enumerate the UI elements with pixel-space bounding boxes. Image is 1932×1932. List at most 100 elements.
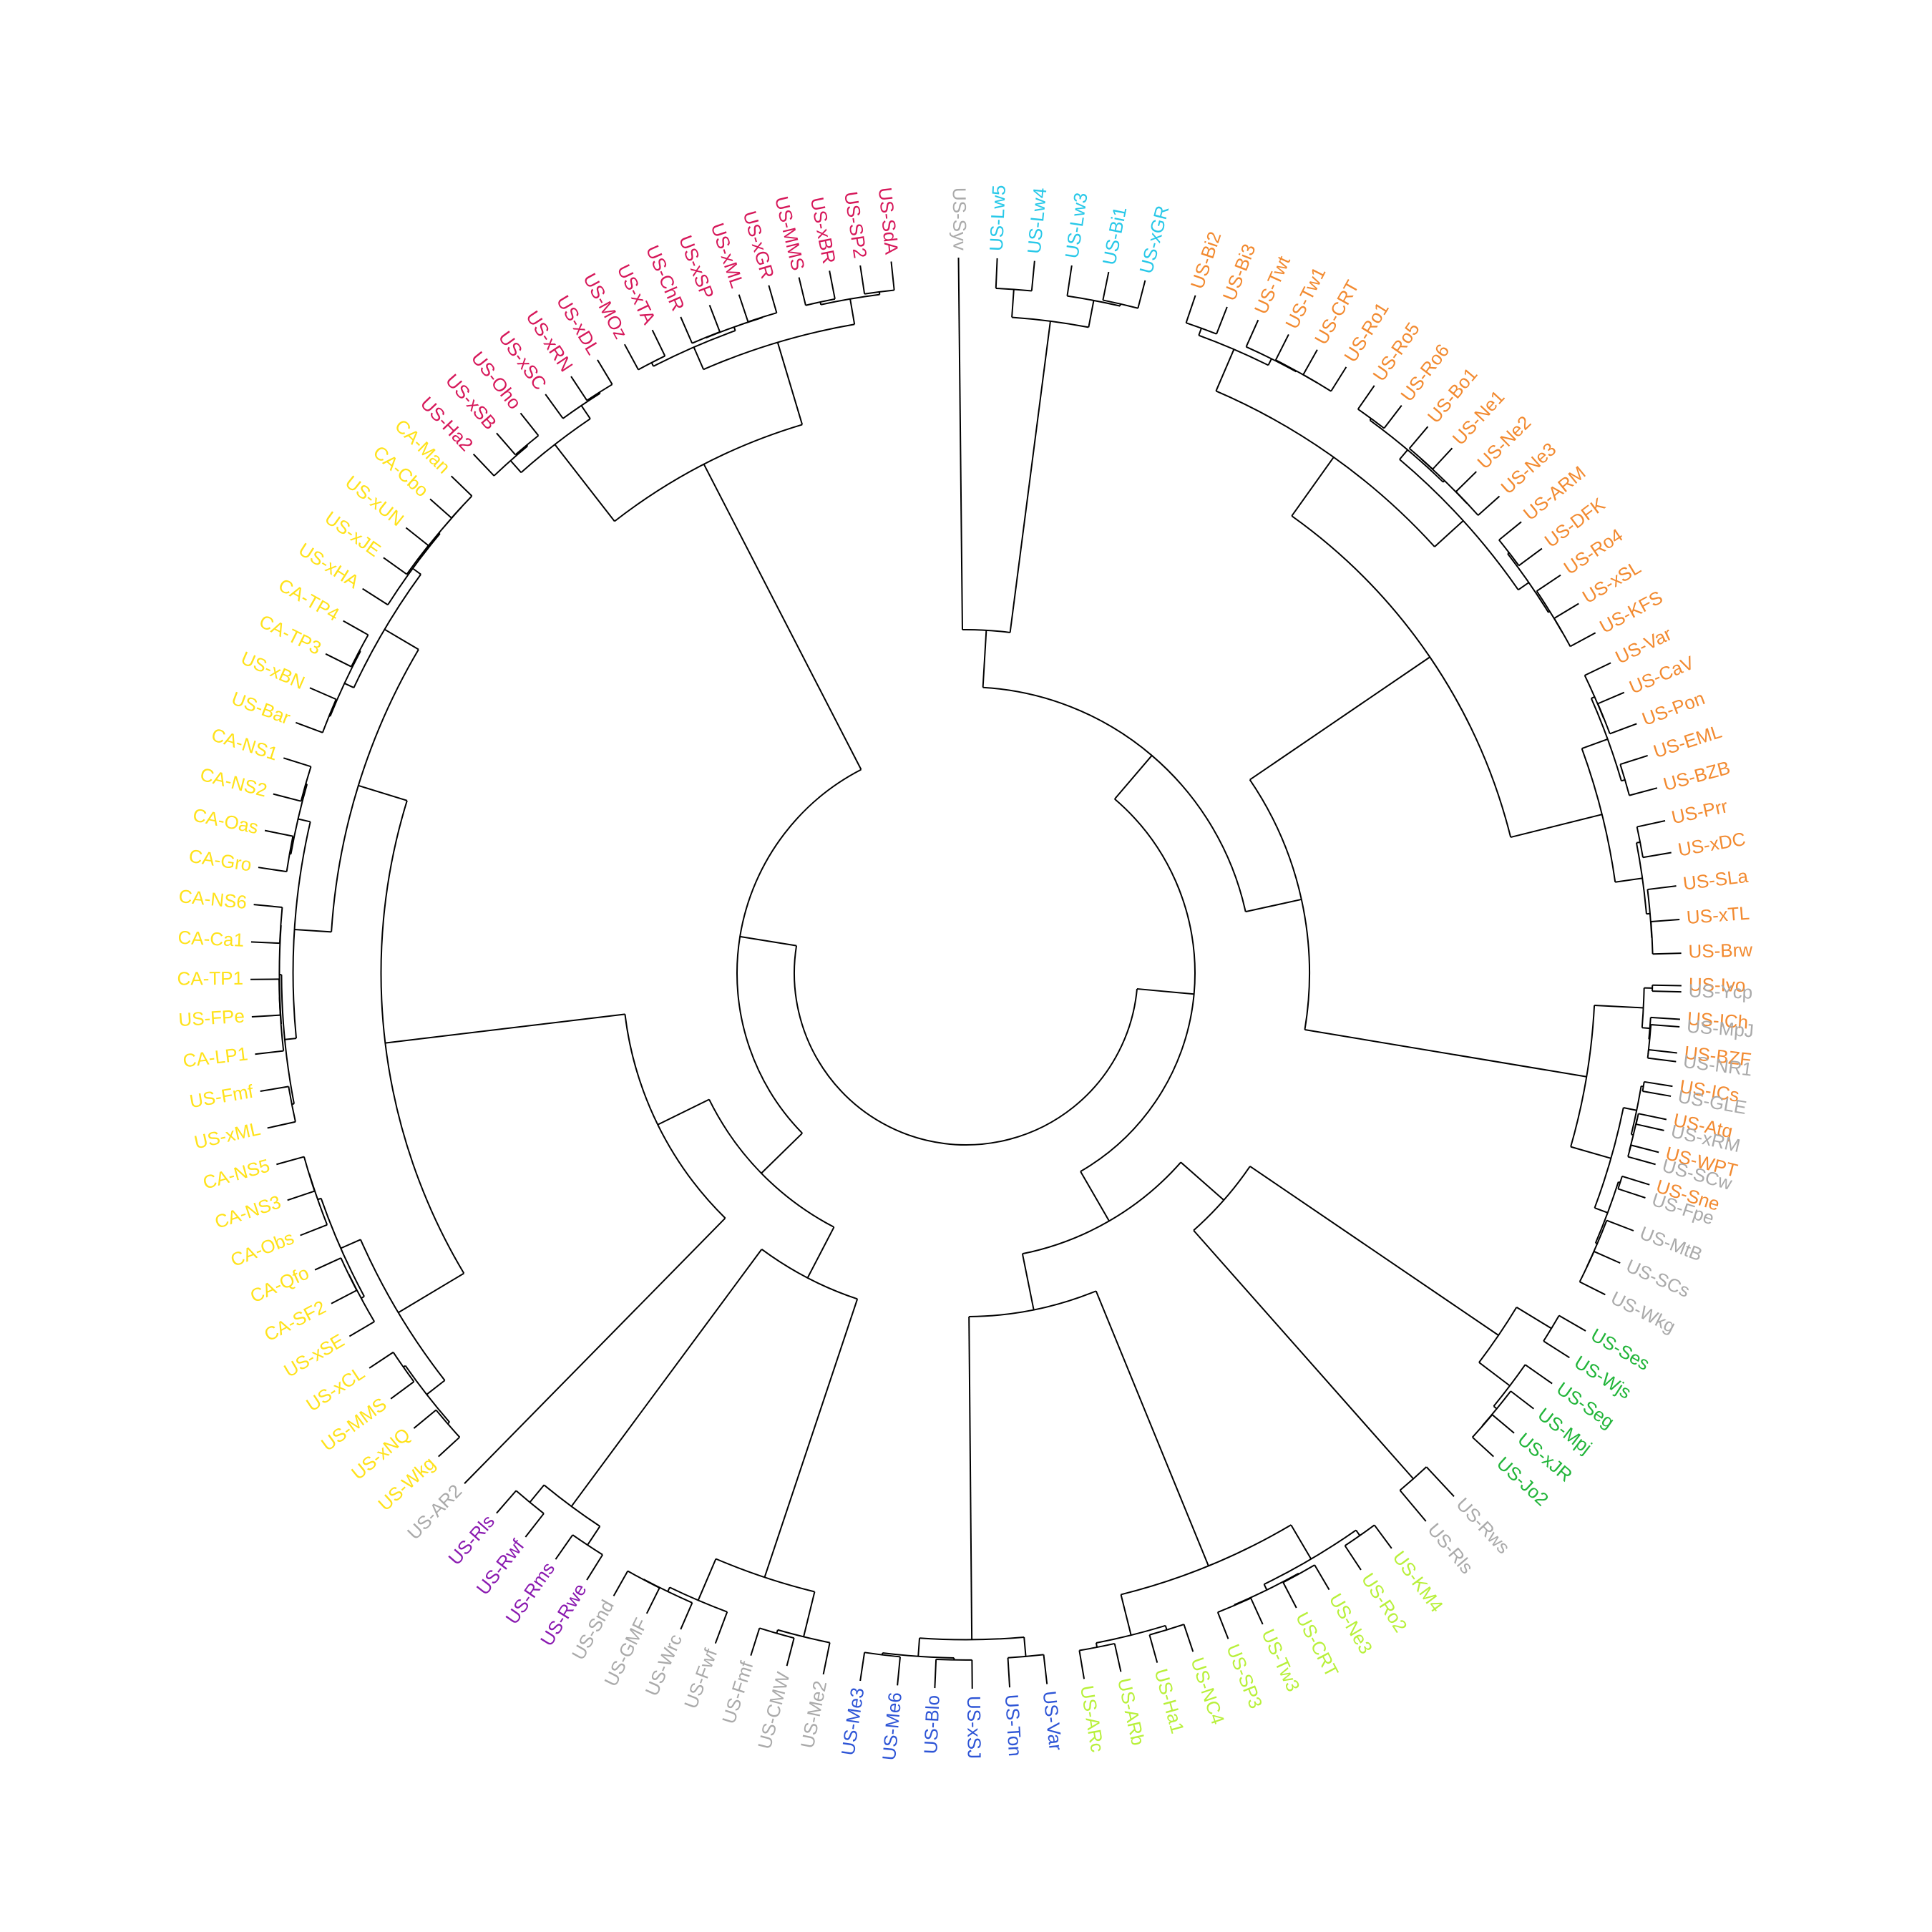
leaf-label: US-ICh	[1687, 1008, 1749, 1033]
branch-radial	[1216, 306, 1228, 335]
branch-radial	[309, 687, 337, 701]
branch-radial	[580, 405, 591, 419]
branch-radial	[1408, 426, 1429, 449]
branch-radial	[1066, 265, 1073, 296]
branch-radial	[1095, 1642, 1098, 1648]
branch-radial	[1425, 1466, 1455, 1498]
branch-radial	[253, 904, 283, 908]
branch-radial	[1078, 1650, 1085, 1679]
branch-arc	[1636, 826, 1644, 858]
branch-radial	[525, 1513, 545, 1538]
branch-arc	[1080, 798, 1196, 1172]
leaf-label: US-Wrc	[640, 1631, 686, 1699]
branch-radial	[1120, 1594, 1132, 1636]
leaf-label: US-Prr	[1669, 795, 1729, 828]
branch-radial	[1383, 405, 1402, 429]
leaf-label: US-FPe	[178, 1005, 245, 1031]
branch-radial	[1648, 1049, 1677, 1054]
branch-radial	[1627, 1156, 1656, 1166]
branch-radial	[1636, 819, 1666, 828]
branch-radial	[1373, 1524, 1392, 1549]
leaf-label: US-Ton	[1001, 1694, 1026, 1757]
branch-radial	[1597, 691, 1625, 705]
branch-arc	[669, 1586, 728, 1613]
branch-radial	[1498, 521, 1522, 541]
leaf-label: US-Lw5	[985, 185, 1010, 252]
branch-radial	[1399, 1490, 1427, 1522]
branch-radial	[343, 683, 354, 688]
leaf-label: US-ARb	[1113, 1676, 1149, 1747]
leaf-label: US-SdA	[874, 186, 903, 255]
branch-arc	[515, 1490, 545, 1514]
branch-radial	[1102, 271, 1110, 301]
branch-radial	[1472, 1436, 1494, 1458]
branch-radial	[934, 1659, 937, 1689]
branch-radial	[1193, 1229, 1414, 1480]
branch-radial	[750, 1628, 761, 1657]
branch-arc	[794, 945, 1138, 1146]
branch-radial	[1249, 1166, 1499, 1336]
branch-radial	[1595, 1242, 1598, 1245]
branch-radial	[267, 1121, 296, 1129]
branch-arc	[1067, 295, 1121, 307]
branch-radial	[798, 277, 806, 306]
branch-radial	[1631, 1133, 1634, 1136]
branch-arc	[1103, 299, 1138, 309]
branch-radial	[1314, 1564, 1330, 1591]
leaf-label: US-Me3	[837, 1686, 869, 1757]
branch-arc	[380, 800, 465, 1274]
branch-radial	[255, 1050, 284, 1055]
leaf-label: CA-NS3	[212, 1191, 283, 1233]
leaf-label: US-Bi3	[1219, 241, 1260, 304]
branch-radial	[1330, 366, 1347, 392]
branch-radial	[398, 1272, 464, 1314]
branch-radial	[1263, 1584, 1268, 1591]
leaf-label: CA-Gro	[187, 845, 253, 876]
branch-radial	[1651, 919, 1680, 923]
branch-radial	[260, 1085, 289, 1093]
leaf-label: US-MpJ	[1686, 1015, 1755, 1042]
branch-radial	[733, 326, 736, 331]
leaf-label: US-Blo	[919, 1694, 944, 1755]
leaf-label: US-Rls	[1423, 1519, 1478, 1578]
branch-radial	[1443, 479, 1445, 483]
branch-radial	[570, 1249, 763, 1507]
branch-radial	[819, 301, 822, 305]
branch-radial	[1518, 582, 1530, 591]
branch-radial	[803, 1591, 816, 1637]
leaf-label: US-Brw	[1688, 939, 1753, 962]
branch-arc	[1594, 1181, 1619, 1244]
branch-radial	[361, 1295, 365, 1299]
leaf-label: US-Ycp	[1688, 980, 1752, 1002]
branch-radial	[1652, 952, 1682, 955]
leaf-label: US-CRT	[1292, 1609, 1343, 1681]
branch-radial	[273, 793, 301, 802]
branch-arc	[820, 293, 880, 306]
leaf-label: CA-NS6	[177, 885, 248, 913]
branch-radial	[405, 527, 429, 547]
branch-radial	[859, 1652, 866, 1682]
branch-arc	[1635, 842, 1647, 914]
branch-radial	[1536, 574, 1561, 592]
branch-radial	[1651, 1023, 1680, 1028]
leaf-label: US-Tw3	[1257, 1626, 1304, 1695]
branch-radial	[317, 1197, 322, 1201]
leaf-label: US-CMW	[753, 1669, 794, 1751]
leaf-label: US-xDC	[1677, 828, 1747, 861]
leaf-label: US-xSJ	[963, 1696, 985, 1759]
branch-arc	[416, 506, 462, 560]
branch-radial	[258, 867, 287, 873]
leaf-label: US-Lw4	[1023, 187, 1051, 255]
leaf-label: US-Rls	[444, 1511, 499, 1569]
branch-radial	[1644, 1080, 1673, 1088]
leaf-label: US-SP3	[1222, 1641, 1267, 1711]
leaf-label: US-Bar	[229, 687, 294, 728]
branch-radial	[1216, 1611, 1229, 1639]
branch-arc	[292, 821, 311, 1039]
leaf-label: CA-TP3	[256, 610, 325, 659]
branch-radial	[1355, 1529, 1361, 1536]
leaf-label: CA-TP1	[177, 967, 243, 990]
branch-radial	[555, 1534, 574, 1560]
branch-radial	[693, 346, 705, 370]
branch-radial	[1198, 328, 1202, 336]
